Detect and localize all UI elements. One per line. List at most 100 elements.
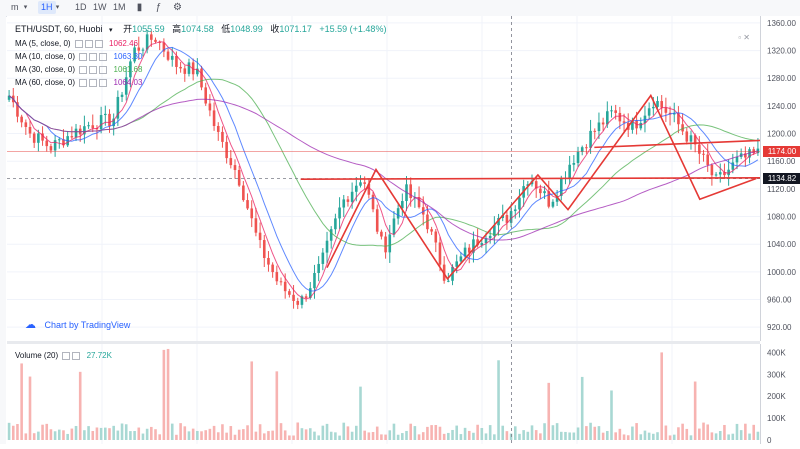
volume-bar <box>685 428 689 440</box>
candle <box>221 131 224 142</box>
candle <box>300 296 304 305</box>
pane-controls[interactable]: ▫ ✕ <box>738 33 750 42</box>
candle <box>325 240 329 253</box>
candle <box>618 112 622 122</box>
candle <box>120 94 124 97</box>
candle <box>735 156 739 163</box>
candle <box>53 140 57 151</box>
volume-bar <box>70 428 74 440</box>
candle <box>417 197 421 208</box>
price-axis-ticks: 920.00 960.00 1000.00 1040.00 1080.00 1120.00… <box>767 19 796 332</box>
chevron-down-icon[interactable]: ▾ <box>109 27 113 34</box>
settings-icon[interactable] <box>84 39 93 48</box>
timeframe-1h-button[interactable]: 1H <box>38 1 56 14</box>
eye-icon[interactable] <box>79 65 88 74</box>
volume-bar <box>300 428 304 440</box>
settings-icon[interactable]: ⚙ <box>173 2 182 13</box>
close-icon[interactable] <box>99 52 108 61</box>
price-tick-label: 1000.00 <box>767 268 796 277</box>
close-icon[interactable] <box>99 78 108 87</box>
settings-icon[interactable] <box>72 351 81 360</box>
eye-icon[interactable] <box>79 52 88 61</box>
volume-pane[interactable]: Volume (20) 27.72K <box>7 344 760 444</box>
volume-bar <box>718 431 722 440</box>
indicators-icon[interactable]: ƒ <box>155 2 162 13</box>
price-tick-label: 960.00 <box>767 296 792 305</box>
candle <box>7 95 11 100</box>
candle <box>183 68 187 74</box>
candle <box>513 209 517 212</box>
volume-bar <box>129 431 132 440</box>
close-icon[interactable] <box>94 39 103 48</box>
candle <box>288 291 291 295</box>
volume-bar <box>476 424 479 440</box>
candle <box>70 136 74 138</box>
candle <box>170 55 174 60</box>
timeframe-1m-button[interactable]: 1M <box>113 2 126 12</box>
timeframe-1d-button[interactable]: 1D <box>75 2 87 12</box>
candle <box>338 207 341 219</box>
candle <box>710 164 714 176</box>
volume-bar <box>28 376 32 440</box>
candle-style-icon[interactable]: ▮ <box>136 2 143 13</box>
volume-bar <box>618 428 622 440</box>
candle <box>346 199 350 202</box>
eye-icon[interactable] <box>79 78 88 87</box>
volume-legend: Volume (20) 27.72K <box>15 351 112 360</box>
chevron-down-icon[interactable]: ▾ <box>55 4 60 11</box>
candle <box>162 42 166 52</box>
ma5-legend: MA (5, close, 0) 1062.46 <box>15 39 138 48</box>
eye-icon[interactable] <box>62 351 71 360</box>
volume-bar <box>401 433 404 440</box>
volume-bar <box>698 428 701 440</box>
candle <box>576 151 580 163</box>
volume-bar <box>493 434 496 440</box>
chevron-down-icon[interactable]: ▾ <box>23 4 28 11</box>
pane-separator[interactable] <box>7 341 760 344</box>
ma10-label: MA (10, close, 0) <box>15 52 76 61</box>
settings-icon[interactable] <box>89 78 98 87</box>
timeframe-1w-button[interactable]: 1W <box>93 2 107 12</box>
candle <box>242 185 245 201</box>
candle <box>396 208 400 219</box>
volume-bar <box>108 428 111 440</box>
volume-bar <box>271 430 274 440</box>
timeframe-minute-button[interactable]: m <box>11 2 19 12</box>
volume-bar <box>225 432 228 440</box>
candle <box>129 61 132 78</box>
volume-bar <box>329 431 333 440</box>
tradingview-watermark[interactable]: ☁ Chart by TradingView <box>25 318 130 331</box>
volume-bar <box>748 433 751 440</box>
ma5-label: MA (5, close, 0) <box>15 39 71 48</box>
close-icon[interactable] <box>99 65 108 74</box>
candle <box>74 128 78 138</box>
candle <box>488 235 492 239</box>
candle <box>534 181 538 189</box>
volume-bar <box>664 425 668 440</box>
candle <box>204 87 208 104</box>
volume-bar <box>246 425 249 440</box>
change-value: +15.59 (+1.48%) <box>319 24 387 34</box>
ma-line <box>8 41 759 300</box>
candle <box>371 194 375 210</box>
candle <box>434 231 438 243</box>
settings-icon[interactable] <box>89 65 98 74</box>
candle <box>200 68 203 88</box>
volume-bar <box>723 424 726 440</box>
volume-axis[interactable]: 0 100K 200K 300K 400K <box>760 344 800 445</box>
volume-bar <box>714 433 718 440</box>
volume-bar <box>559 431 563 440</box>
volume-bar <box>229 426 233 440</box>
settings-icon[interactable] <box>89 52 98 61</box>
volume-bar <box>417 434 421 440</box>
candle <box>714 174 718 176</box>
candle <box>539 188 542 194</box>
volume-bar <box>455 425 459 440</box>
volume-bar <box>710 432 714 440</box>
price-pane[interactable]: ETH/USDT, 60, Huobi ▾ 开1055.59 高1074.58 … <box>7 16 761 341</box>
volume-tick-label: 200K <box>767 392 786 401</box>
candle <box>543 191 546 194</box>
volume-bar <box>363 430 366 440</box>
eye-icon[interactable] <box>74 39 83 48</box>
price-axis[interactable]: 920.00 960.00 1000.00 1040.00 1080.00 1120.00… <box>760 16 800 341</box>
